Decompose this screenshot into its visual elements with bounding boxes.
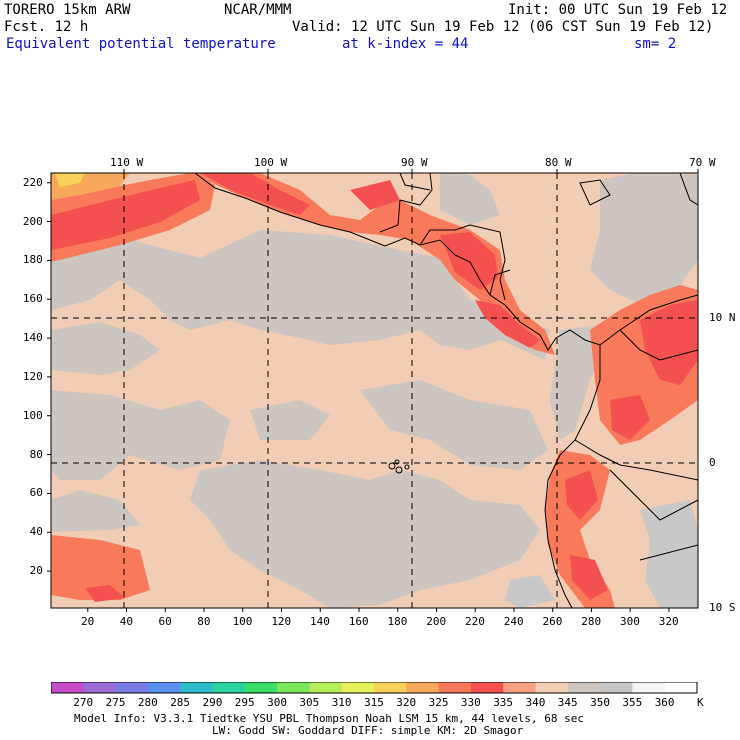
colorbar-swatch bbox=[147, 682, 181, 693]
galapagos-islands bbox=[388, 459, 410, 474]
colorbar-label: 315 bbox=[364, 696, 384, 709]
level-info: at k-index = 44 bbox=[342, 36, 469, 52]
y-tick-label: 20 bbox=[29, 564, 43, 578]
latlon-grid bbox=[51, 173, 698, 608]
colorbar-swatch bbox=[600, 682, 633, 693]
y-tick-label: 100 bbox=[22, 408, 43, 422]
colorbar-label: 310 bbox=[331, 696, 352, 709]
x-tick-label: 320 bbox=[658, 615, 679, 628]
colorbar-swatch bbox=[406, 682, 440, 693]
colorbar-label: 285 bbox=[170, 696, 191, 709]
colorbar-label: 330 bbox=[460, 696, 481, 709]
x-tick-label: 300 bbox=[620, 615, 640, 628]
colorbar-swatch bbox=[212, 682, 246, 693]
y-tick-label: 60 bbox=[29, 486, 43, 500]
y-tick-label: 40 bbox=[29, 525, 43, 539]
colorbar-swatch bbox=[470, 682, 504, 693]
lat-label-10s: 10 S bbox=[709, 601, 736, 614]
x-tick-label: 200 bbox=[426, 615, 447, 628]
map-frame bbox=[50, 172, 699, 609]
colorbar-swatch bbox=[535, 682, 569, 693]
lon-label-80w: 80 W bbox=[545, 156, 572, 169]
organization: NCAR/MMM bbox=[224, 2, 292, 18]
lat-label-10n: 10 N bbox=[709, 311, 736, 324]
model-info-line1: Model Info: V3.3.1 Tiedtke YSU PBL Thomp… bbox=[74, 712, 584, 725]
colorbar-swatch bbox=[374, 682, 407, 693]
field-name: Equivalent potential temperature bbox=[6, 36, 276, 52]
x-tick-label: 60 bbox=[158, 615, 172, 628]
colorbar-swatch bbox=[503, 682, 536, 693]
colorbar-label: 335 bbox=[493, 696, 514, 709]
colorbar-label: 270 bbox=[73, 696, 94, 709]
y-tick-label: 220 bbox=[22, 175, 43, 189]
colorbar-label: 360 bbox=[654, 696, 675, 709]
colorbar-label: 280 bbox=[137, 696, 158, 709]
x-tick-marks bbox=[87, 608, 670, 612]
field-350k-regions bbox=[51, 173, 698, 608]
colorbar-unit: K bbox=[697, 696, 704, 709]
colorbar-swatch bbox=[115, 682, 149, 693]
x-tick-label: 80 bbox=[197, 615, 211, 628]
x-tick-label: 180 bbox=[387, 615, 408, 628]
x-tick-label: 220 bbox=[465, 615, 485, 628]
smoothing-info: sm= 2 bbox=[634, 36, 677, 52]
y-tick-label: 120 bbox=[22, 369, 43, 383]
colorbar-swatch bbox=[632, 682, 666, 693]
colorbar-swatch bbox=[438, 682, 472, 693]
x-tick-label: 20 bbox=[81, 615, 95, 628]
x-tick-label: 120 bbox=[271, 615, 292, 628]
y-tick-label: 140 bbox=[22, 331, 43, 345]
x-tick-label: 40 bbox=[119, 615, 133, 628]
init-time: Init: 00 UTC Sun 19 Feb 12 bbox=[508, 2, 728, 18]
field-345k-patches bbox=[505, 500, 698, 608]
model-info-line2: LW: Godd SW: Goddard DIFF: simple KM: 2D… bbox=[212, 724, 524, 737]
colorbar-label: 305 bbox=[299, 696, 320, 709]
lon-label-110w: 110 W bbox=[110, 156, 144, 169]
x-tick-label: 240 bbox=[503, 615, 524, 628]
colorbar-swatch bbox=[341, 682, 375, 693]
colorbar-label: 340 bbox=[525, 696, 546, 709]
lon-tick-marks bbox=[123, 169, 699, 173]
colorbar-label: 295 bbox=[234, 696, 255, 709]
y-tick-label: 160 bbox=[22, 292, 43, 306]
colorbar-label: 350 bbox=[590, 696, 610, 709]
colorbar-swatch bbox=[309, 682, 343, 693]
colorbar-swatch bbox=[567, 682, 601, 693]
field-320k-corner bbox=[55, 173, 85, 187]
x-tick-label: 280 bbox=[581, 615, 602, 628]
y-tick-label: 200 bbox=[22, 214, 43, 228]
x-tick-label: 140 bbox=[310, 615, 330, 628]
lat-label-0: 0 bbox=[709, 456, 716, 469]
colorbar-swatch bbox=[83, 682, 117, 693]
field-335k-regions bbox=[51, 173, 698, 602]
colorbar-label: 300 bbox=[267, 696, 287, 709]
y-tick-label: 80 bbox=[29, 447, 43, 461]
y-tick-marks bbox=[47, 182, 51, 572]
x-tick-label: 260 bbox=[542, 615, 563, 628]
colorbar-swatch bbox=[664, 682, 698, 693]
colorbar-swatch bbox=[277, 682, 310, 693]
lon-label-90w: 90 W bbox=[401, 156, 428, 169]
colorbar-label: 290 bbox=[202, 696, 223, 709]
x-tick-label: 100 bbox=[232, 615, 253, 628]
colorbar-label: 325 bbox=[428, 696, 449, 709]
colorbar-swatch bbox=[51, 682, 84, 693]
colorbar-swatch bbox=[180, 682, 213, 693]
colorbar-label: 355 bbox=[622, 696, 643, 709]
model-name: TORERO 15km ARW bbox=[4, 2, 131, 18]
colorbar-label: 275 bbox=[105, 696, 126, 709]
coastlines bbox=[194, 173, 698, 608]
colorbar bbox=[51, 682, 698, 694]
x-tick-label: 160 bbox=[348, 615, 369, 628]
lon-label-70w: 70 W bbox=[689, 156, 716, 169]
colorbar-label: 320 bbox=[396, 696, 417, 709]
forecast-hour: Fcst. 12 h bbox=[4, 19, 89, 35]
lon-label-100w: 100 W bbox=[254, 156, 288, 169]
colorbar-label: 345 bbox=[557, 696, 578, 709]
y-tick-label: 180 bbox=[22, 253, 43, 267]
valid-time: Valid: 12 UTC Sun 19 Feb 12 (06 CST Sun … bbox=[292, 19, 714, 35]
colorbar-swatch bbox=[244, 682, 278, 693]
